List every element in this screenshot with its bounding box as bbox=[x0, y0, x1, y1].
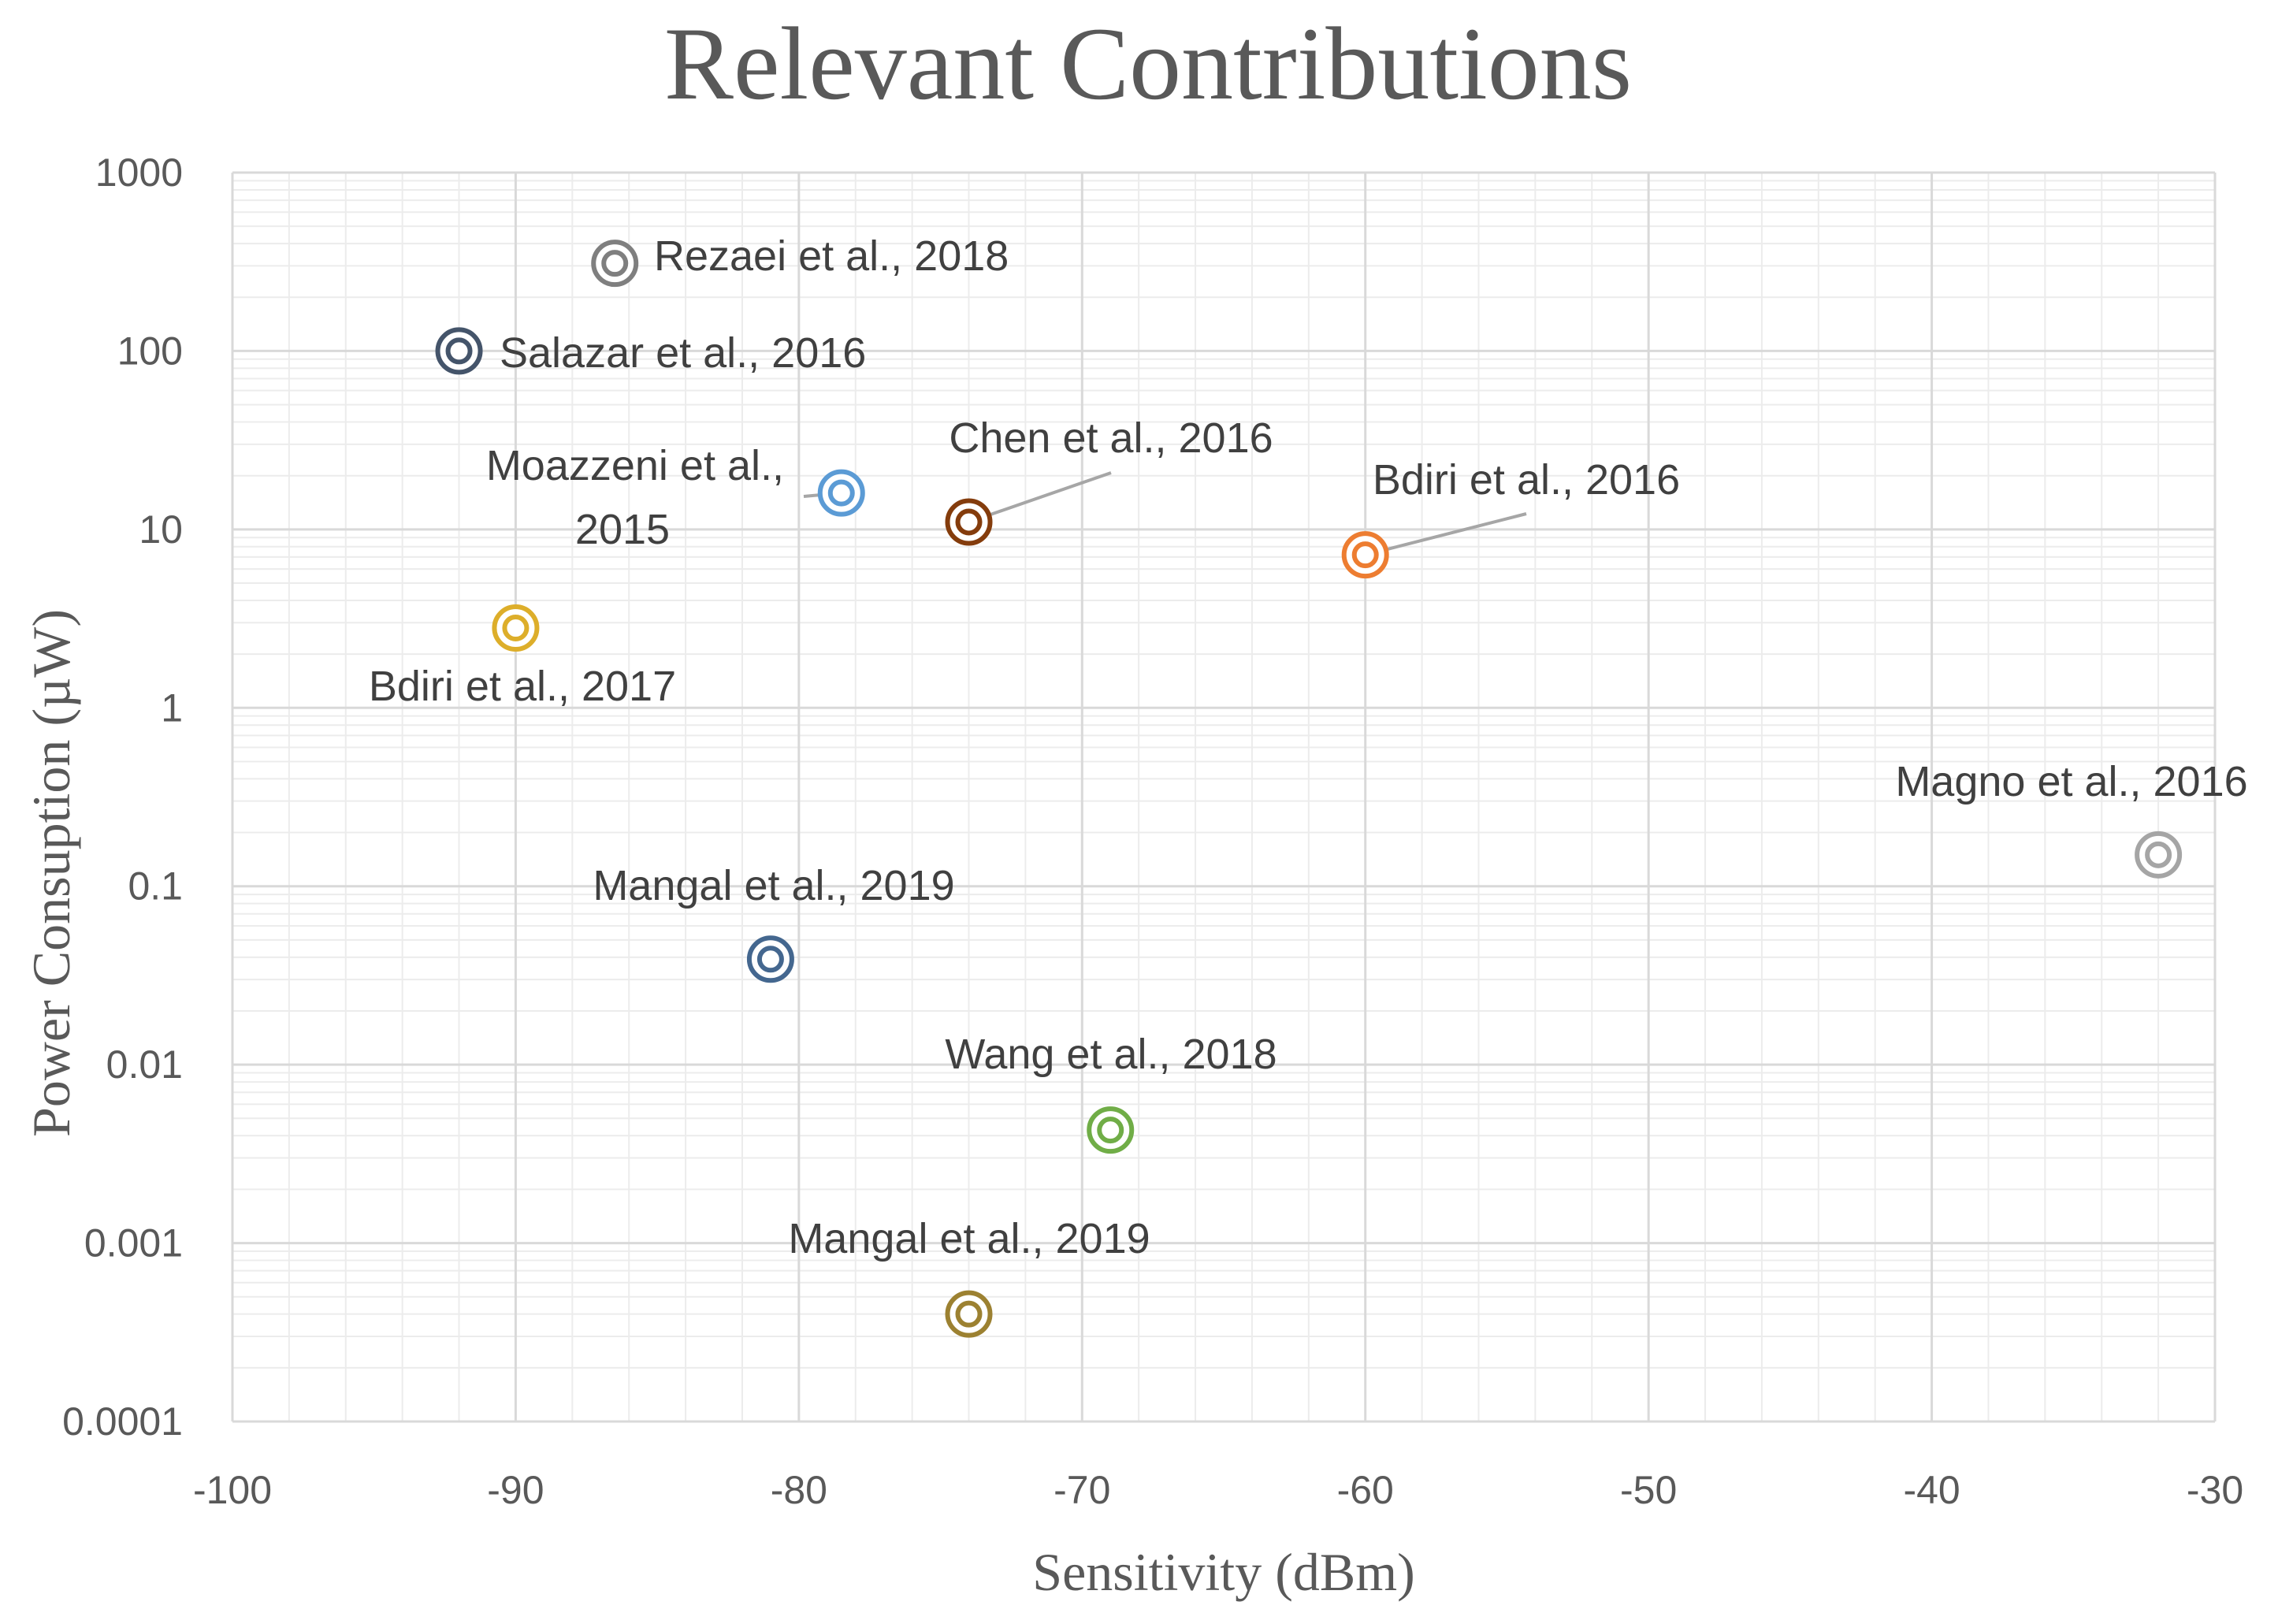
data-point-outer-ring bbox=[492, 604, 540, 652]
data-labels: Rezaei et al., 2018 Salazar et al., 2016 M… bbox=[369, 232, 2248, 1262]
data-point bbox=[435, 327, 483, 375]
data-point-outer-ring bbox=[591, 240, 639, 288]
x-tick-label: -80 bbox=[771, 1468, 827, 1512]
x-tick-label: -40 bbox=[1903, 1468, 1960, 1512]
data-point-outer-ring bbox=[1341, 531, 1389, 579]
data-point-outer-ring bbox=[1087, 1106, 1135, 1154]
x-tick-label: -30 bbox=[2187, 1468, 2243, 1512]
data-point-inner-ring bbox=[955, 1300, 983, 1328]
data-label: Mangal et al., 2019 bbox=[788, 1215, 1150, 1262]
data-point-outer-ring bbox=[945, 498, 993, 546]
data-point bbox=[746, 935, 794, 983]
x-tick-label: -100 bbox=[193, 1468, 272, 1512]
y-tick-label: 0.001 bbox=[84, 1221, 183, 1265]
data-label: Bdiri et al., 2016 bbox=[1373, 456, 1680, 504]
data-point-outer-ring bbox=[746, 935, 794, 983]
leader-line bbox=[1365, 512, 1527, 557]
y-tick-label: 0.01 bbox=[106, 1042, 183, 1087]
x-tick-label: -50 bbox=[1620, 1468, 1677, 1512]
data-point-outer-ring bbox=[435, 327, 483, 375]
y-tick-label: 0.0001 bbox=[62, 1399, 183, 1444]
data-point bbox=[817, 469, 865, 517]
data-label: Rezaei et al., 2018 bbox=[654, 232, 1009, 280]
data-point-inner-ring bbox=[601, 250, 629, 277]
data-point bbox=[591, 240, 639, 288]
data-points bbox=[435, 240, 2183, 1338]
data-point-inner-ring bbox=[955, 508, 983, 536]
data-point-inner-ring bbox=[502, 615, 530, 642]
y-tick-label: 100 bbox=[117, 329, 183, 373]
data-label: Chen et al., 2016 bbox=[949, 414, 1273, 462]
data-label: Bdiri et al., 2017 bbox=[369, 663, 676, 710]
x-tick-label: -70 bbox=[1054, 1468, 1110, 1512]
y-tick-label: 0.1 bbox=[128, 864, 183, 909]
data-point-outer-ring bbox=[2135, 831, 2183, 879]
x-axis-title: Sensitivity (dBm) bbox=[1032, 1542, 1414, 1602]
leader-line bbox=[968, 471, 1112, 524]
y-axis-ticks: 0.0001 0.001 0.01 0.1 1 10 100 1000 bbox=[62, 151, 183, 1444]
data-label: 2015 bbox=[575, 506, 670, 553]
data-point-inner-ring bbox=[756, 946, 784, 973]
data-point-inner-ring bbox=[445, 337, 473, 365]
x-tick-label: -90 bbox=[487, 1468, 544, 1512]
data-label: Moazzeni et al., bbox=[486, 442, 784, 489]
data-point-inner-ring bbox=[2145, 841, 2172, 868]
data-label: Mangal et al., 2019 bbox=[593, 862, 954, 909]
data-point-outer-ring bbox=[945, 1290, 993, 1338]
y-tick-label: 10 bbox=[139, 507, 183, 552]
data-point bbox=[492, 604, 540, 652]
data-point-inner-ring bbox=[1351, 541, 1379, 569]
data-point bbox=[1087, 1106, 1135, 1154]
x-tick-label: -60 bbox=[1337, 1468, 1394, 1512]
data-label: Wang et al., 2018 bbox=[945, 1031, 1276, 1078]
data-point bbox=[945, 1290, 993, 1338]
data-point bbox=[945, 498, 993, 546]
data-point-inner-ring bbox=[1097, 1117, 1124, 1144]
x-axis-ticks: -100 -90 -80 -70 -60 -50 -40 -30 bbox=[193, 1468, 2243, 1512]
data-point-inner-ring bbox=[827, 479, 855, 507]
data-point-outer-ring bbox=[817, 469, 865, 517]
grid bbox=[231, 171, 2217, 1423]
data-label: Magno et al., 2016 bbox=[1895, 758, 2247, 805]
chart-title: Relevant Contributions bbox=[664, 6, 1632, 121]
data-point bbox=[2135, 831, 2183, 879]
y-tick-label: 1 bbox=[161, 686, 183, 730]
y-tick-label: 1000 bbox=[95, 151, 183, 195]
data-label: Salazar et al., 2016 bbox=[500, 329, 866, 377]
data-point bbox=[1341, 531, 1389, 579]
y-axis-title: Power Consuption (µW) bbox=[21, 609, 81, 1137]
